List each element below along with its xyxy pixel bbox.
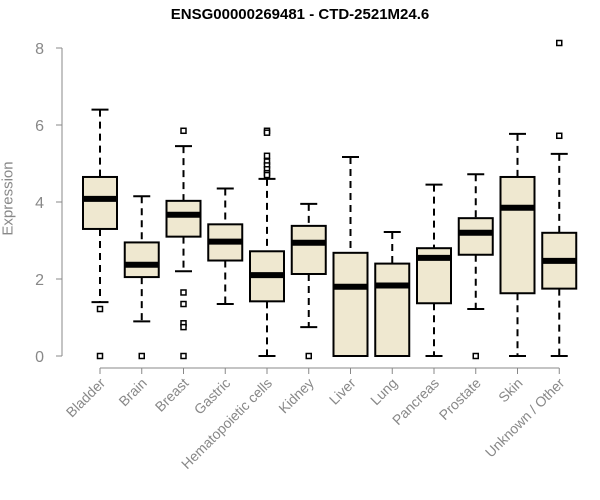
y-tick-label: 2 xyxy=(35,272,44,289)
box-iqr xyxy=(332,251,369,358)
y-tick-label: 6 xyxy=(35,118,44,135)
chart-title: ENSG00000269481 - CTD-2521M24.6 xyxy=(170,6,430,23)
box-iqr xyxy=(374,262,411,358)
outlier-point xyxy=(180,352,187,360)
outlier-point xyxy=(472,352,479,360)
box-iqr xyxy=(82,175,118,230)
x-tick-label: Bladder xyxy=(63,375,109,421)
box-brain xyxy=(123,195,160,360)
outlier-point xyxy=(180,127,187,135)
outlier-point xyxy=(180,323,187,331)
x-tick-label: Prostate xyxy=(436,375,484,423)
box-skin xyxy=(499,132,536,357)
box-lung xyxy=(374,231,411,358)
box-hematopoietic-cells xyxy=(249,127,285,357)
outlier-point xyxy=(96,305,104,313)
box-gastric xyxy=(207,187,244,306)
box-unknown-other xyxy=(541,39,578,357)
box-kidney xyxy=(290,202,327,360)
box-iqr xyxy=(123,241,160,279)
x-tick-label: Liver xyxy=(326,375,359,408)
outlier-point xyxy=(180,289,187,296)
box-breast xyxy=(165,127,202,360)
outlier-point xyxy=(305,352,312,360)
x-tick-label: Brain xyxy=(115,375,149,409)
box-liver xyxy=(332,155,369,358)
x-tick-label: Kidney xyxy=(275,375,317,417)
x-tick-label: Lung xyxy=(367,375,400,408)
outlier-point xyxy=(96,352,104,360)
box-iqr xyxy=(457,217,494,256)
box-iqr xyxy=(499,175,536,295)
y-tick-label: 4 xyxy=(35,195,44,212)
outlier-point xyxy=(556,39,563,47)
box-bladder xyxy=(82,108,118,360)
outlier-point xyxy=(180,300,187,308)
box-iqr xyxy=(290,224,327,275)
y-tick-label: 8 xyxy=(35,41,44,58)
x-tick-label: Unknown / Other xyxy=(482,375,568,461)
box-pancreas xyxy=(416,183,452,357)
outlier-point xyxy=(556,132,563,140)
outlier-point xyxy=(263,152,271,160)
x-tick-label: Breast xyxy=(152,375,192,415)
outlier-point xyxy=(138,352,145,360)
outlier-point xyxy=(263,129,271,136)
box-iqr xyxy=(165,199,202,238)
x-tick-label: Skin xyxy=(495,375,526,406)
y-tick-label: 0 xyxy=(35,349,44,366)
box-prostate xyxy=(457,173,494,360)
outlier-point xyxy=(263,171,271,179)
